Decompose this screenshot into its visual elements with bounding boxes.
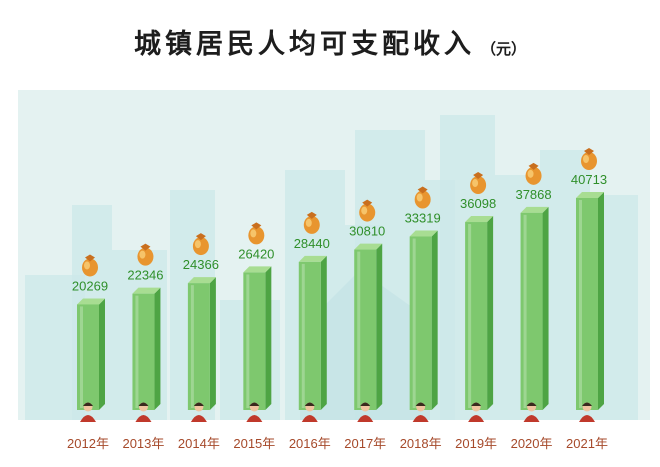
money-bag-icon — [359, 199, 376, 222]
year-label: 2019年 — [455, 436, 497, 451]
money-bag-icon — [470, 172, 487, 195]
bar — [409, 236, 432, 410]
bar-top — [243, 266, 272, 273]
bar-highlight — [523, 214, 527, 408]
person-avatar-icon — [579, 402, 595, 422]
bar — [187, 283, 210, 410]
year-label: 2014年 — [178, 436, 220, 451]
bar-highlight — [579, 200, 582, 408]
money-bag-icon — [192, 233, 209, 256]
chart-title: 城镇居民人均可支配收入 — [133, 29, 475, 60]
money-bag-icon — [414, 186, 431, 209]
bar-side — [320, 255, 327, 410]
money-bag-icon — [82, 254, 98, 277]
person-avatar-icon — [468, 402, 485, 422]
year-label: 2012年 — [67, 436, 109, 451]
year-label: 2017年 — [344, 436, 386, 451]
value-label: 30810 — [349, 224, 385, 239]
chart-header: 城镇居民人均可支配收入 （元） — [0, 22, 660, 61]
year-label: 2018年 — [400, 436, 442, 451]
bar-highlight — [80, 306, 83, 408]
person-avatar-icon — [246, 402, 263, 422]
bar — [243, 272, 266, 410]
value-label: 20269 — [72, 278, 108, 293]
money-bag-icon — [248, 222, 265, 245]
bar-side — [487, 216, 494, 410]
bar-top — [77, 298, 105, 305]
person-avatar-icon — [301, 402, 318, 422]
value-label: 28440 — [294, 236, 330, 251]
bar-top — [132, 287, 161, 294]
bar — [298, 261, 321, 410]
value-label: 22346 — [127, 268, 163, 283]
money-bag-icon — [137, 243, 154, 266]
value-label: 37868 — [515, 187, 551, 202]
bar-highlight — [357, 251, 361, 408]
person-avatar-icon — [190, 402, 207, 422]
bar-top — [576, 192, 604, 198]
bar — [132, 293, 155, 410]
bar-side — [209, 277, 216, 410]
bar-side — [431, 230, 438, 410]
bar — [520, 212, 543, 410]
bar-top — [354, 243, 383, 250]
bar-top — [409, 230, 438, 237]
bar-side — [598, 192, 604, 410]
year-label: 2020年 — [511, 436, 553, 451]
person-avatar-icon — [135, 402, 152, 422]
money-bag-icon — [581, 148, 597, 170]
bar-highlight — [190, 285, 194, 408]
bar-highlight — [135, 295, 139, 408]
bar-side — [265, 266, 272, 410]
bar-side — [154, 287, 161, 410]
bar-top — [187, 277, 216, 284]
value-label: 40713 — [571, 172, 607, 187]
value-label: 26420 — [238, 246, 274, 261]
city-skyline-background — [18, 90, 650, 420]
money-bag-icon — [303, 211, 320, 234]
bar-highlight — [246, 274, 250, 408]
bar-highlight — [412, 238, 416, 408]
person-avatar-icon — [523, 402, 540, 422]
value-label: 36098 — [460, 196, 496, 211]
person-avatar-icon — [80, 402, 96, 422]
bar-top — [520, 206, 549, 213]
year-label: 2021年 — [566, 436, 608, 451]
bar-top — [465, 216, 494, 223]
year-label: 2015年 — [233, 436, 275, 451]
value-label: 24366 — [183, 257, 219, 272]
bar-highlight — [301, 263, 305, 408]
bar-side — [376, 243, 383, 410]
bar — [576, 198, 598, 410]
bar — [465, 222, 488, 410]
person-avatar-icon — [357, 402, 374, 422]
chart-unit: （元） — [480, 40, 526, 58]
year-label: 2016年 — [289, 436, 331, 451]
bars-group: 20269 2012年 22346 2013年 24366 2014年 26420 2015年… — [67, 148, 608, 451]
value-label: 33319 — [405, 211, 441, 226]
bar-highlight — [468, 224, 472, 408]
bar — [77, 304, 99, 410]
bar-side — [99, 298, 105, 410]
person-avatar-icon — [412, 402, 429, 422]
bar-top — [298, 255, 327, 262]
bar — [354, 249, 377, 410]
money-bag-icon — [525, 162, 542, 185]
year-label: 2013年 — [122, 436, 164, 451]
bar-side — [542, 206, 549, 410]
